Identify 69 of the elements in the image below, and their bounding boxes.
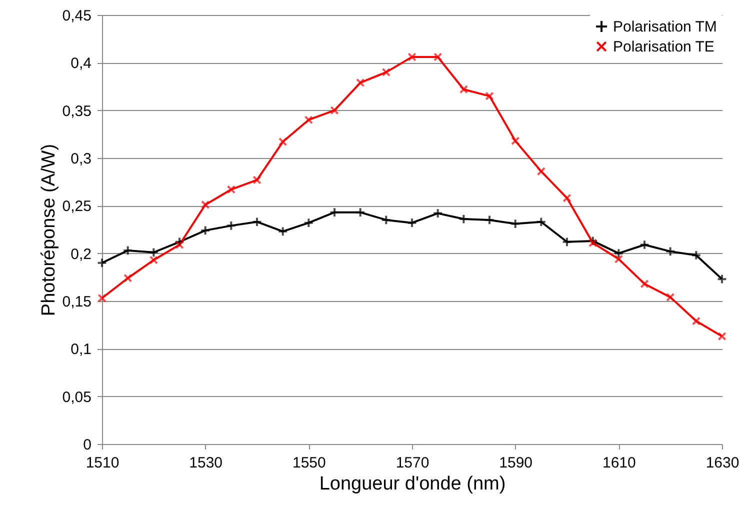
- point: [330, 106, 339, 115]
- point: [175, 240, 184, 250]
- y-tick-label: 0,05: [62, 388, 92, 406]
- point: [149, 256, 158, 264]
- point: [510, 218, 521, 229]
- x-tick-label: 1550: [292, 454, 326, 472]
- point: [406, 218, 418, 228]
- x-axis-title: Longueur d'onde (nm): [319, 474, 506, 494]
- point: [692, 316, 701, 326]
- x-tick-label: 1510: [86, 454, 120, 472]
- point: [122, 245, 134, 256]
- point: [432, 208, 444, 218]
- point: [226, 185, 236, 194]
- point: [718, 332, 726, 341]
- y-tick-label: 0,3: [70, 150, 92, 168]
- y-tick-label: 0,2: [70, 246, 92, 263]
- point: [252, 216, 262, 228]
- point: [613, 248, 624, 259]
- point: [459, 85, 468, 94]
- point: [200, 200, 210, 210]
- y-tick-label: 0,1: [70, 341, 92, 358]
- point: [356, 78, 365, 88]
- y-tick-label: 0: [83, 436, 92, 454]
- legend-label: Polarisation TM: [613, 18, 717, 36]
- point: [536, 216, 546, 228]
- point: [433, 52, 442, 62]
- x-tick-label: 1570: [396, 454, 430, 472]
- point: [355, 207, 366, 218]
- point: [278, 226, 288, 237]
- point: [665, 246, 676, 257]
- y-tick-label: 0,4: [70, 55, 92, 72]
- y-tick-label: 0,45: [62, 8, 92, 24]
- point: [614, 254, 624, 264]
- point: [148, 247, 159, 258]
- point: [200, 225, 211, 236]
- point: [458, 214, 469, 224]
- point: [484, 214, 495, 226]
- point: [382, 68, 391, 77]
- point: [380, 214, 392, 226]
- point: [666, 292, 675, 302]
- x-tick-label: 1610: [602, 454, 636, 472]
- point: [640, 279, 649, 288]
- point: [252, 176, 262, 184]
- point: [96, 258, 108, 268]
- point: [278, 137, 288, 146]
- y-tick-label: 0,25: [62, 198, 92, 216]
- point: [408, 52, 416, 62]
- x-tick-label: 1590: [499, 454, 533, 472]
- point: [303, 218, 314, 228]
- point: [562, 236, 572, 248]
- point: [588, 238, 598, 248]
- point: [510, 136, 520, 146]
- x-tick-label: 1530: [189, 454, 223, 472]
- point: [536, 167, 546, 176]
- point: [562, 194, 572, 202]
- y-axis-title: Photoréponse (A/W): [38, 144, 60, 316]
- point: [329, 207, 340, 218]
- point: [690, 250, 702, 260]
- y-tick-label: 0,15: [62, 294, 92, 310]
- y-tick-label: 0,35: [62, 102, 92, 120]
- point: [226, 220, 236, 231]
- point: [639, 240, 650, 250]
- point: [123, 274, 132, 282]
- point: [485, 92, 494, 100]
- point: [588, 236, 598, 246]
- legend-label: Polarisation TE: [613, 38, 714, 56]
- point: [716, 274, 728, 284]
- point: [304, 116, 314, 124]
- x-tick-label: 1630: [706, 454, 740, 472]
